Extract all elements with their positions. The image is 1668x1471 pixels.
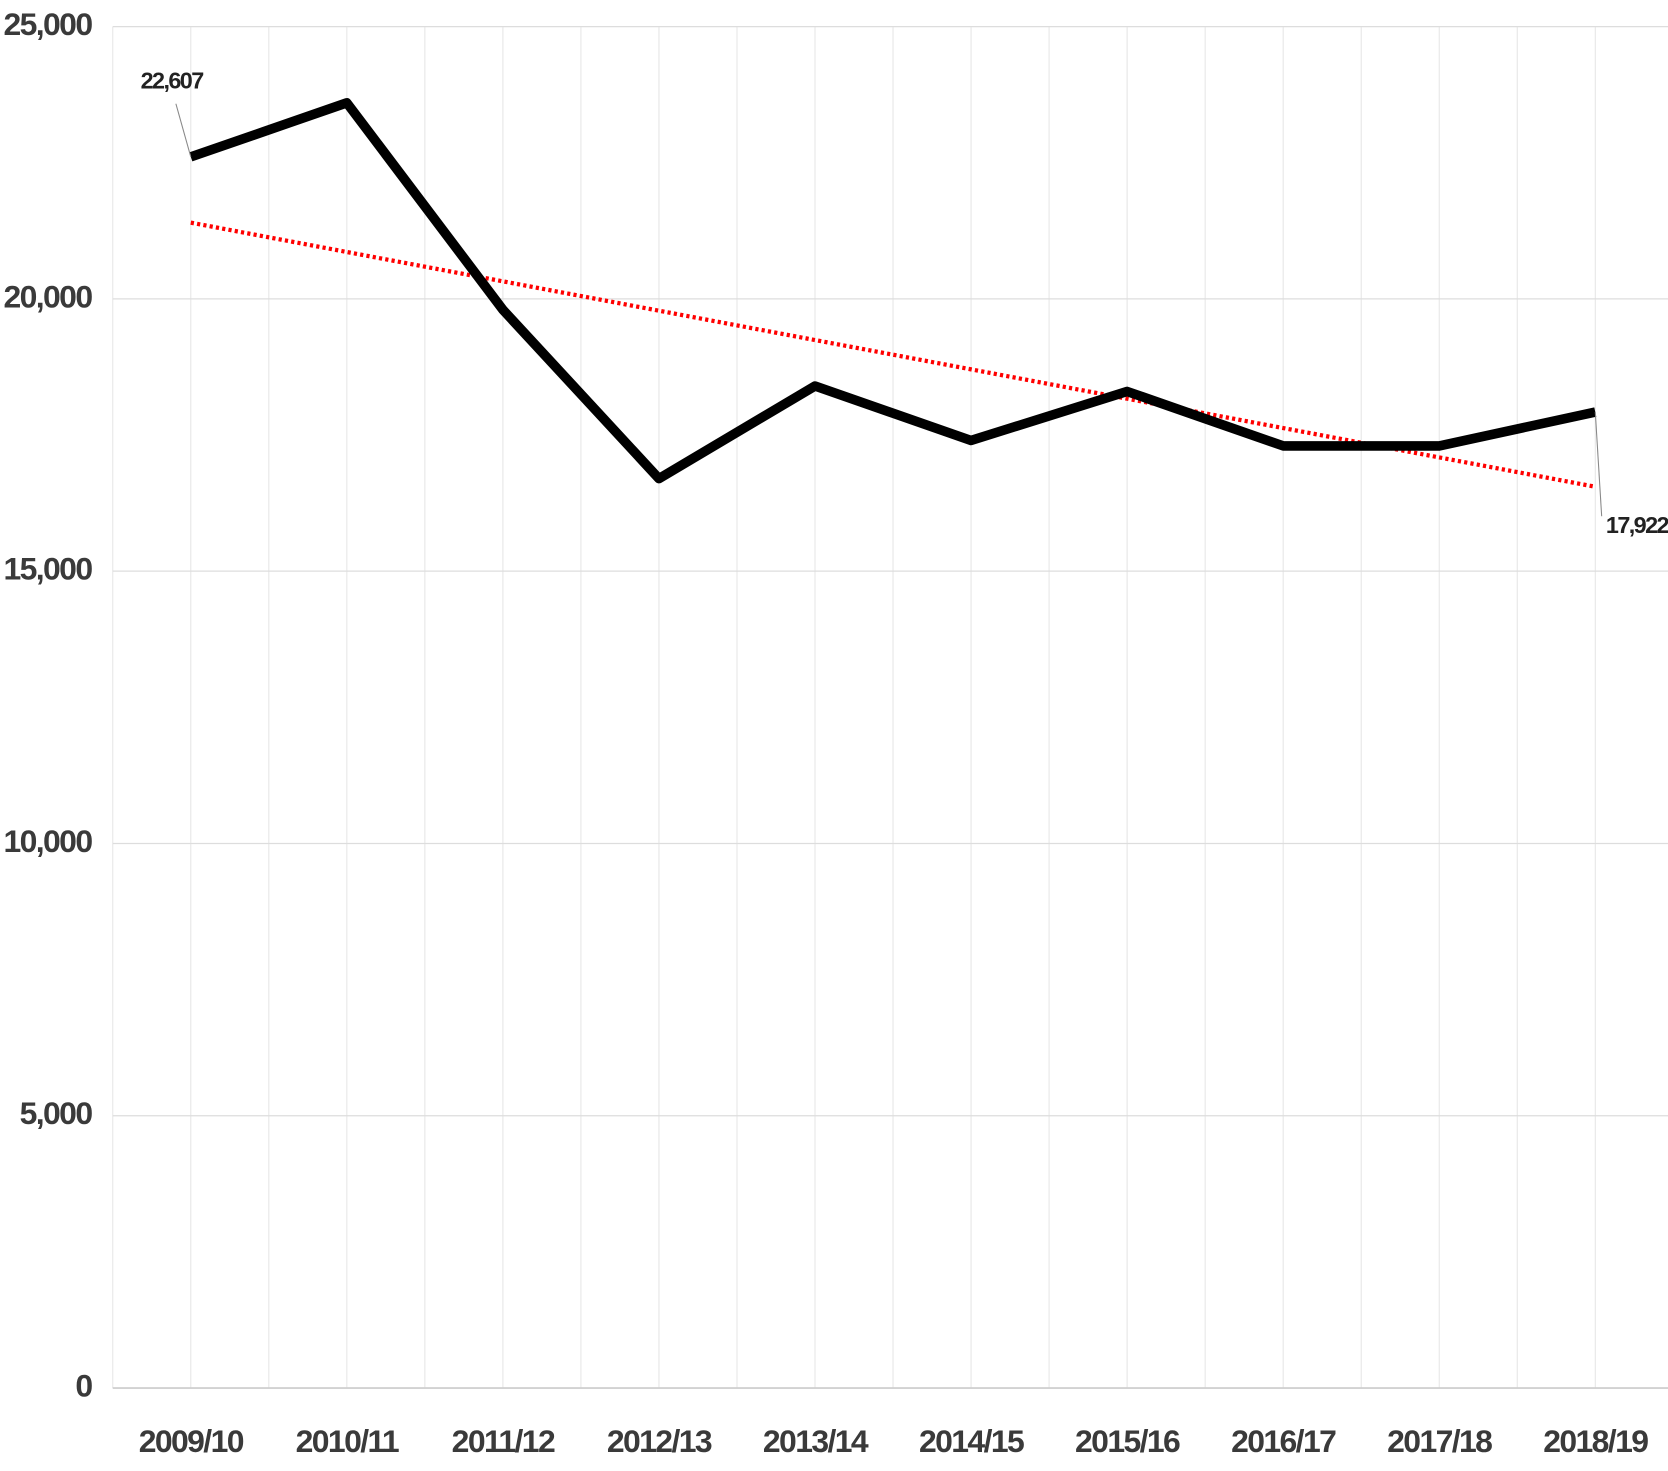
x-tick-label: 2010/11 [296,1423,399,1459]
x-tick-label: 2018/19 [1543,1423,1648,1459]
data-label: 17,922 [1606,512,1668,538]
y-tick-label: 20,000 [3,278,92,314]
x-tick-label: 2013/14 [763,1423,869,1459]
x-tick-label: 2011/12 [452,1423,555,1459]
y-tick-label: 5,000 [20,1095,93,1131]
x-tick-label: 2009/10 [139,1423,244,1459]
data-label: 22,607 [141,68,204,94]
x-tick-label: 2015/16 [1075,1423,1180,1459]
x-tick-label: 2014/15 [919,1423,1024,1459]
leader-line [1594,412,1603,517]
y-tick-label: 10,000 [3,823,92,859]
x-tick-label: 2012/13 [607,1423,712,1459]
y-tick-label: 25,000 [3,6,92,42]
y-tick-label: 0 [75,1367,92,1403]
line-series [189,98,1597,484]
x-tick-label: 2017/18 [1387,1423,1492,1459]
x-tick-label: 2016/17 [1231,1423,1336,1459]
y-tick-label: 15,000 [3,551,92,587]
trend-line [190,220,1596,489]
leader-line [175,103,192,158]
